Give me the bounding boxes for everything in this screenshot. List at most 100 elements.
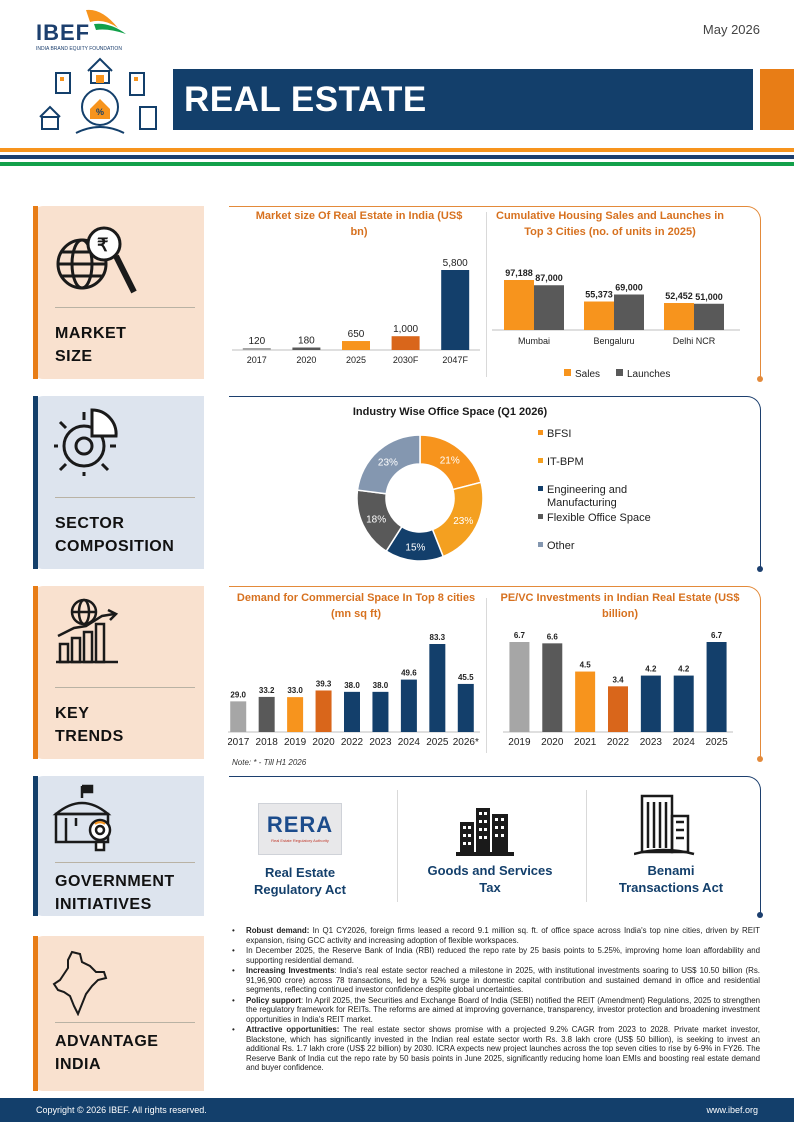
x-tick-label: 2025 (705, 737, 728, 748)
data-label: 6.6 (547, 632, 559, 641)
svg-text:₹: ₹ (97, 235, 109, 255)
slice-label: 21% (440, 456, 460, 467)
bar (342, 341, 370, 350)
data-label: 6.7 (514, 631, 526, 640)
section-label-government: GOVERNMENT INITIATIVES (55, 873, 175, 913)
legend-swatch (538, 514, 543, 519)
footer-bar (0, 1098, 794, 1122)
data-label: 51,000 (695, 292, 723, 302)
bar (391, 336, 420, 350)
bar-sales (504, 280, 534, 330)
bullet-robust-demand: Robust demand: In Q1 CY2026, foreign fir… (230, 926, 760, 945)
sector-frame (229, 396, 761, 570)
data-label: 49.6 (401, 669, 417, 678)
bar (509, 642, 530, 732)
trends-frame (229, 586, 761, 760)
bar-sales (584, 301, 614, 330)
india-map-icon (52, 950, 108, 1016)
legend-label: Launches (627, 369, 670, 380)
report-date: May 2026 (702, 22, 760, 37)
divider-vertical (486, 212, 487, 377)
globe-growth-chart-icon (56, 598, 119, 664)
trends-accent (33, 586, 38, 759)
office-tower-icon (634, 794, 695, 856)
bar (441, 270, 470, 350)
bar (287, 697, 304, 732)
x-tick-label: 2024 (673, 737, 696, 748)
office-space-pie-chart: 21% 23% 15% 18% 23% BFSI IT-BPM Engineering and… (356, 428, 651, 562)
globe-magnifier-icon: ₹ (56, 226, 137, 294)
data-label: 55,373 (585, 290, 613, 300)
x-tick-label: 2025 (426, 737, 449, 748)
chart-title-market-size: Market size Of Real Estate in India (US$… (255, 210, 463, 238)
bar (706, 642, 727, 732)
data-label: 52,452 (665, 291, 693, 301)
x-tick-label: 2017 (247, 355, 267, 365)
frame-end-dot (757, 566, 763, 572)
footer-website-link[interactable]: www.ibef.org (706, 1105, 758, 1115)
legend-swatch (564, 369, 571, 376)
government-accent (33, 776, 38, 916)
divider-vertical (486, 598, 487, 753)
chart-title-pevc: PE/VC Investments in Indian Real Estate … (500, 592, 740, 620)
data-label: 33.2 (259, 686, 275, 695)
city-buildings-icon (456, 808, 514, 856)
x-tick-label: 2026* (453, 737, 479, 748)
x-tick-label: 2020 (296, 355, 316, 365)
bar (292, 347, 321, 350)
footer-copyright: Copyright © 2026 IBEF. All rights reserv… (36, 1105, 207, 1115)
x-tick-label: 2024 (398, 737, 421, 748)
bar-launches (694, 303, 724, 330)
legend-label: Engineering and Manufacturing (547, 484, 627, 509)
bar (640, 675, 661, 732)
government-item-rera: Real Estate Regulatory Act (254, 865, 346, 897)
data-label: 6.7 (711, 631, 723, 640)
x-tick-label: Bengaluru (593, 336, 634, 346)
advantage-divider (55, 1022, 195, 1023)
advantage-accent (33, 936, 38, 1091)
sector-accent (33, 396, 38, 569)
x-tick-label: 2022 (341, 737, 364, 748)
chart-title-office-space: Industry Wise Office Space (Q1 2026) (352, 406, 548, 418)
bar-launches (614, 294, 644, 330)
divider-vertical (397, 790, 398, 902)
chart-title-housing: Cumulative Housing Sales and Launches in… (496, 210, 724, 238)
commercial-demand-chart: 29.0 2017 33.2 2018 33.0 2019 39.3 2020 38.0 2022… (228, 633, 480, 748)
pie-slice (356, 434, 421, 495)
slice-label: 23% (453, 516, 473, 527)
x-tick-label: Delhi NCR (673, 336, 716, 346)
bar (372, 691, 389, 732)
data-label: 120 (248, 336, 265, 347)
bullet-policy-support: Policy support: In April 2025, the Secur… (230, 996, 760, 1025)
data-label: 180 (298, 336, 315, 347)
logo-subtitle: INDIA BRAND EQUITY FOUNDATION (36, 46, 122, 52)
slice-label: 18% (366, 515, 386, 526)
x-tick-label: 2023 (640, 737, 663, 748)
divider-vertical (586, 790, 587, 902)
slice-label: 15% (405, 542, 425, 553)
bar (258, 696, 275, 732)
real-estate-houses-icon: % (39, 57, 157, 134)
bar (575, 671, 596, 732)
frame-end-dot (757, 376, 763, 382)
data-label: 33.0 (287, 686, 303, 695)
logo: IBEF (36, 20, 91, 45)
bar (673, 675, 694, 732)
data-label: 45.5 (458, 673, 474, 682)
gear-chart-icon (54, 408, 118, 476)
x-tick-label: 2025 (346, 355, 366, 365)
bar (542, 643, 563, 732)
section-label-key-trends: KEY TRENDS (55, 705, 124, 745)
data-label: 4.2 (645, 665, 657, 674)
legend-swatch (616, 369, 623, 376)
market-size-divider (55, 307, 195, 308)
legend-label: Sales (575, 369, 600, 380)
bullet-repo-rate: In December 2025, the Reserve Bank of In… (230, 946, 760, 965)
pevc-investment-chart: 6.7 2019 6.6 2020 4.5 2021 3.4 2022 4.2 2023 4.2 20… (503, 631, 733, 748)
x-tick-label: 2018 (256, 737, 279, 748)
bar (315, 690, 332, 732)
legend-label: Other (547, 540, 575, 552)
bullet-opportunities: Attractive opportunities: The real estat… (230, 1025, 760, 1073)
x-tick-label: 2017 (228, 737, 250, 748)
